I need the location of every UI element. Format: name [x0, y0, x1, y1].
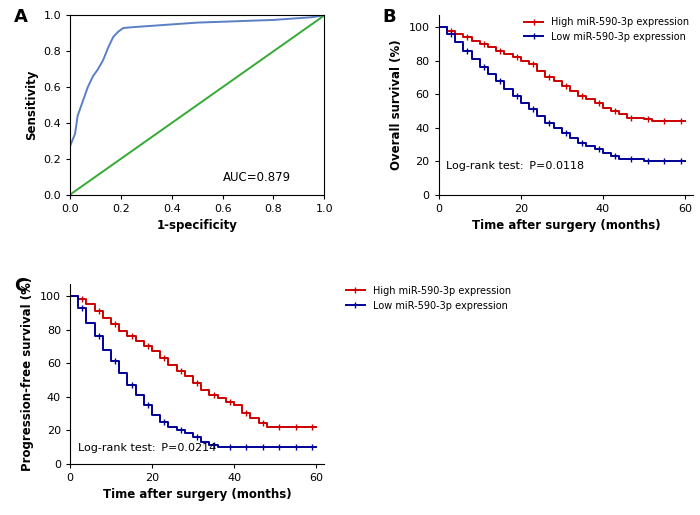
Legend: High miR-590-3p expression, Low miR-590-3p expression: High miR-590-3p expression, Low miR-590-…	[520, 13, 693, 46]
Text: A: A	[14, 8, 28, 26]
Y-axis label: Progression-free survival (%): Progression-free survival (%)	[22, 277, 34, 471]
X-axis label: Time after surgery (months): Time after surgery (months)	[472, 219, 660, 232]
Text: C: C	[14, 277, 27, 295]
Y-axis label: Overall survival (%): Overall survival (%)	[390, 40, 403, 170]
X-axis label: 1-specificity: 1-specificity	[157, 219, 237, 232]
Text: B: B	[383, 8, 396, 26]
Legend: High miR-590-3p expression, Low miR-590-3p expression: High miR-590-3p expression, Low miR-590-…	[342, 282, 515, 315]
Y-axis label: Sensitivity: Sensitivity	[25, 70, 38, 140]
X-axis label: Time after surgery (months): Time after surgery (months)	[103, 488, 291, 501]
Text: Log-rank test:  P=0.0118: Log-rank test: P=0.0118	[447, 161, 584, 171]
Text: Log-rank test:  P=0.0214: Log-rank test: P=0.0214	[78, 443, 216, 453]
Text: AUC=0.879: AUC=0.879	[223, 171, 290, 184]
